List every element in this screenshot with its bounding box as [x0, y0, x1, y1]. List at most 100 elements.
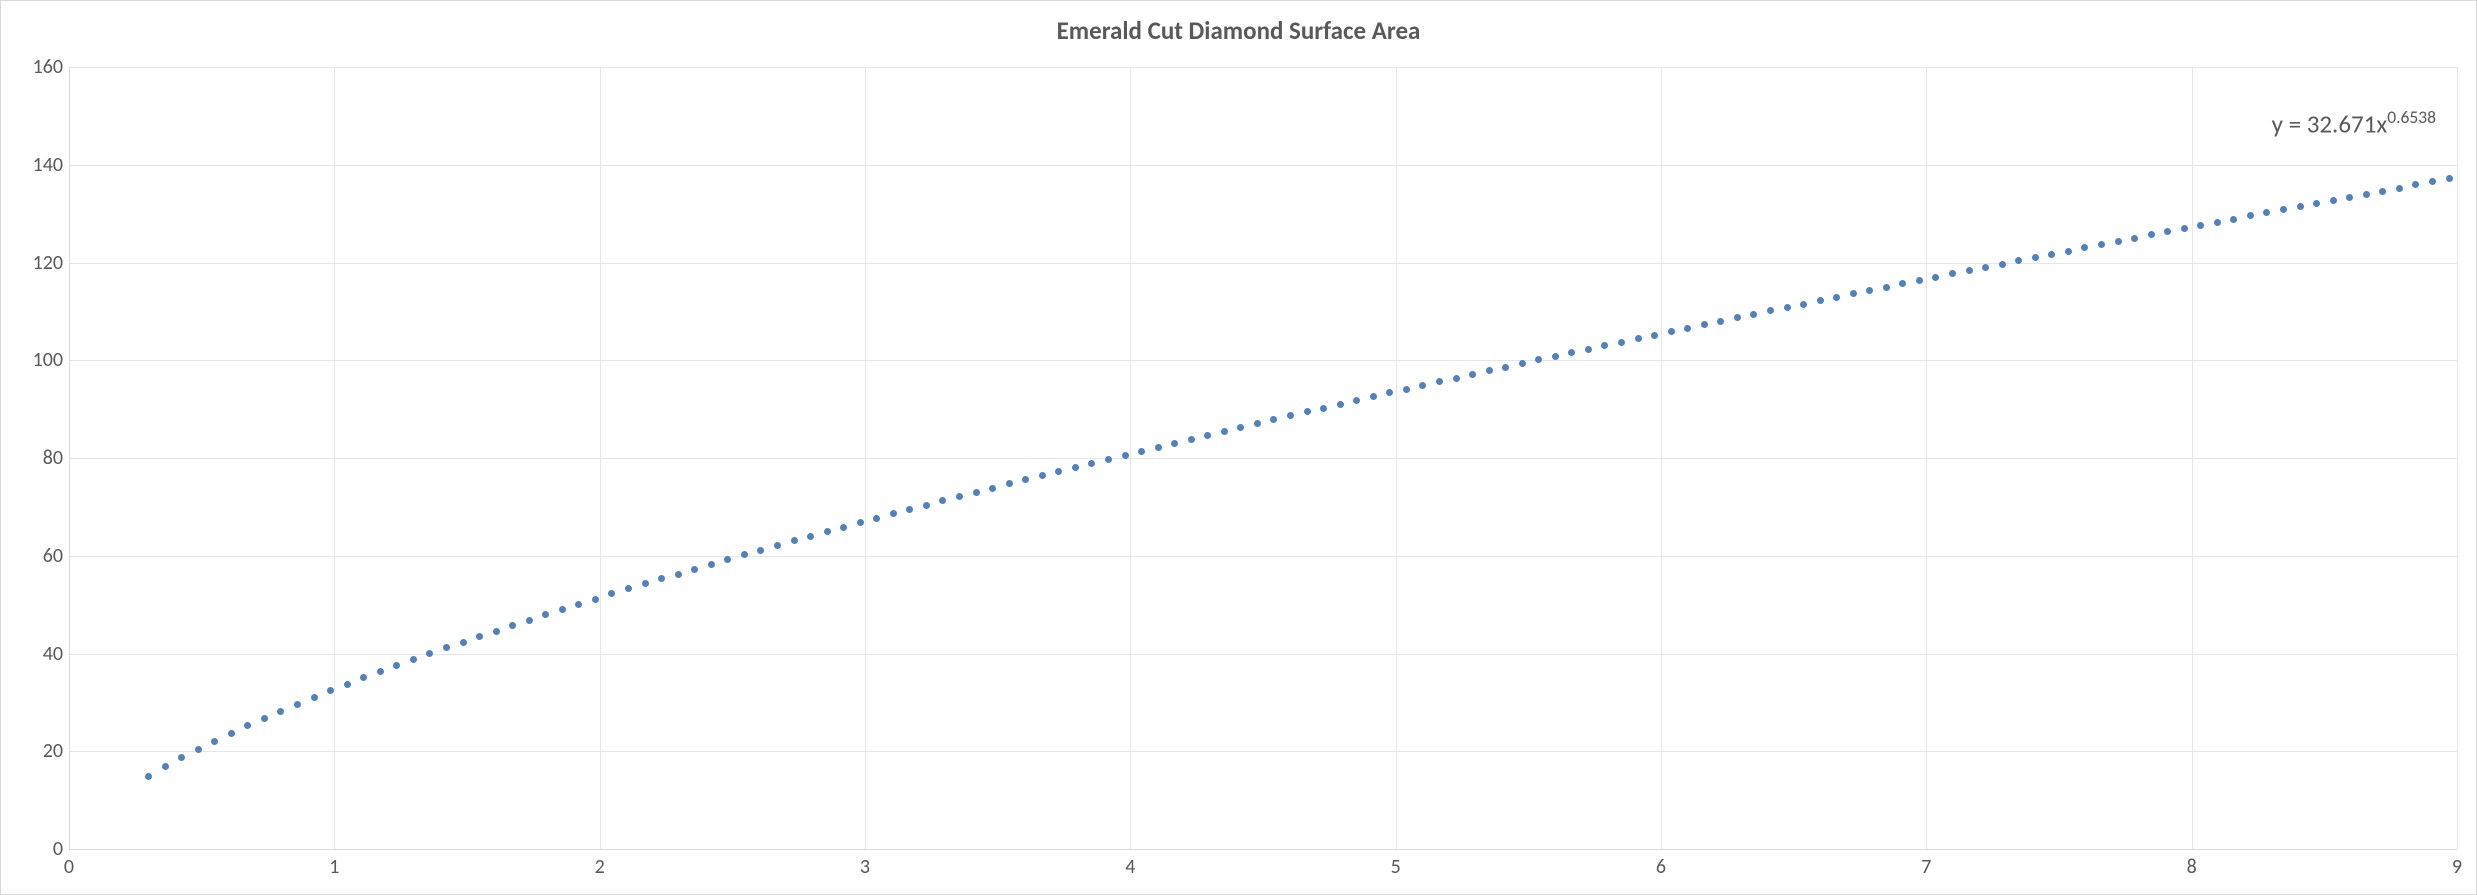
- gridline-horizontal: [69, 360, 2457, 361]
- data-point: [1999, 261, 2006, 268]
- data-point: [1502, 364, 1509, 371]
- data-point: [1006, 480, 1013, 487]
- data-point: [145, 773, 152, 780]
- data-point: [575, 601, 582, 608]
- data-point: [1899, 280, 1906, 287]
- data-point: [2247, 212, 2254, 219]
- data-point: [1668, 328, 1675, 335]
- y-tick-label: 40: [9, 642, 63, 666]
- data-point: [1552, 353, 1559, 360]
- data-point: [1403, 386, 1410, 393]
- data-point: [1453, 375, 1460, 382]
- data-point: [1883, 284, 1890, 291]
- data-point: [2164, 228, 2171, 235]
- y-tick-label: 160: [9, 55, 63, 79]
- data-point: [509, 622, 516, 629]
- gridline-vertical: [2457, 67, 2458, 849]
- data-point: [658, 575, 665, 582]
- data-point: [1486, 367, 1493, 374]
- data-point: [2346, 194, 2353, 201]
- data-point: [1850, 290, 1857, 297]
- data-point: [1866, 287, 1873, 294]
- data-point: [642, 580, 649, 587]
- data-point: [2297, 203, 2304, 210]
- y-tick-label: 140: [9, 153, 63, 177]
- data-point: [360, 674, 367, 681]
- data-point: [1171, 440, 1178, 447]
- data-point: [228, 730, 235, 737]
- x-tick-label: 9: [2437, 855, 2477, 879]
- data-point: [2330, 197, 2337, 204]
- y-axis-line: [69, 67, 70, 849]
- data-point: [1221, 428, 1228, 435]
- x-tick-label: 6: [1641, 855, 1681, 879]
- data-point: [1370, 393, 1377, 400]
- data-point: [1072, 464, 1079, 471]
- data-point: [294, 701, 301, 708]
- data-point: [2032, 254, 2039, 261]
- data-point: [311, 694, 318, 701]
- data-point: [625, 585, 632, 592]
- data-point: [1204, 432, 1211, 439]
- data-point: [2098, 241, 2105, 248]
- data-point: [691, 566, 698, 573]
- data-point: [542, 611, 549, 618]
- data-point: [1535, 356, 1542, 363]
- data-point: [410, 656, 417, 663]
- data-point: [1270, 416, 1277, 423]
- data-point: [608, 590, 615, 597]
- data-point: [443, 644, 450, 651]
- data-point: [277, 708, 284, 715]
- gridline-horizontal: [69, 67, 2457, 68]
- data-point: [1022, 476, 1029, 483]
- gridline-vertical: [1661, 67, 1662, 849]
- data-point: [2396, 185, 2403, 192]
- gridline-horizontal: [69, 165, 2457, 166]
- data-point: [873, 515, 880, 522]
- data-point: [791, 537, 798, 544]
- data-point: [493, 628, 500, 635]
- y-tick-label: 80: [9, 446, 63, 470]
- chart-title: Emerald Cut Diamond Surface Area: [1, 15, 2476, 46]
- data-point: [1386, 389, 1393, 396]
- x-tick-label: 0: [49, 855, 89, 879]
- data-point: [2412, 181, 2419, 188]
- data-point: [2379, 188, 2386, 195]
- data-point: [1817, 297, 1824, 304]
- data-point: [973, 489, 980, 496]
- data-point: [2230, 216, 2237, 223]
- data-point: [1419, 382, 1426, 389]
- data-point: [1750, 311, 1757, 318]
- x-tick-label: 5: [1376, 855, 1416, 879]
- data-point: [526, 617, 533, 624]
- data-point: [2081, 244, 2088, 251]
- data-point: [1932, 274, 1939, 281]
- data-point: [1982, 264, 1989, 271]
- gridline-vertical: [865, 67, 866, 849]
- data-point: [244, 722, 251, 729]
- data-point: [1188, 436, 1195, 443]
- x-tick-label: 7: [1906, 855, 1946, 879]
- data-point: [2148, 231, 2155, 238]
- data-point: [807, 533, 814, 540]
- data-point: [2131, 235, 2138, 242]
- data-point: [2214, 219, 2221, 226]
- data-point: [1568, 349, 1575, 356]
- data-point: [1734, 314, 1741, 321]
- data-point: [2181, 225, 2188, 232]
- data-point: [2115, 238, 2122, 245]
- trendline-equation: y = 32.671x0.6538: [2272, 106, 2436, 139]
- data-point: [1304, 408, 1311, 415]
- data-point: [1436, 378, 1443, 385]
- data-point: [741, 551, 748, 558]
- data-point: [1287, 412, 1294, 419]
- data-point: [162, 763, 169, 770]
- y-tick-label: 100: [9, 348, 63, 372]
- equation-exponent: 0.6538: [2387, 106, 2436, 128]
- x-tick-label: 8: [2172, 855, 2212, 879]
- data-point: [1469, 371, 1476, 378]
- x-axis-line: [69, 849, 2457, 850]
- data-point: [1088, 460, 1095, 467]
- gridline-vertical: [600, 67, 601, 849]
- data-point: [923, 502, 930, 509]
